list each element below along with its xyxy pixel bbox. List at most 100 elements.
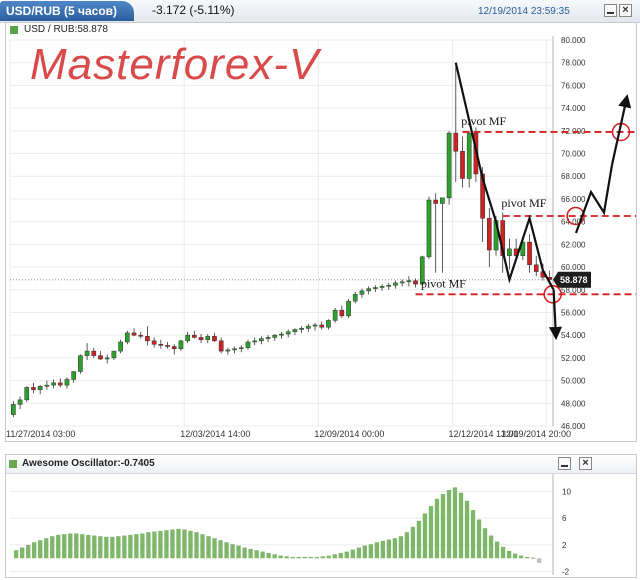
osc-bar <box>122 535 127 559</box>
osc-bar <box>200 534 205 559</box>
osc-bar <box>26 544 31 559</box>
osc-bar <box>314 556 319 559</box>
y-tick-label: 58.000 <box>561 286 586 295</box>
candle-down <box>57 382 63 386</box>
candle-up <box>352 294 358 302</box>
candle-down <box>527 241 532 266</box>
candle-down <box>145 336 150 342</box>
candle-up <box>104 357 110 360</box>
osc-bar <box>482 528 488 559</box>
osc-bar <box>446 490 452 559</box>
pivot-circle <box>566 206 585 226</box>
osc-bar <box>86 534 91 559</box>
minimize-button[interactable] <box>604 4 617 17</box>
y-tick-label: 60.000 <box>561 263 586 272</box>
osc-bar <box>158 530 163 559</box>
osc-bar <box>464 500 470 559</box>
osc-bar <box>494 541 500 559</box>
candle-up <box>238 347 244 350</box>
candle-up <box>51 382 56 386</box>
candle-down <box>192 334 197 338</box>
x-tick-label: 12/03/2014 14:00 <box>180 429 250 439</box>
price-change: -3.172 (-5.11%) <box>152 3 235 17</box>
candle-down <box>171 346 177 350</box>
candle-up <box>279 333 284 336</box>
osc-minimize-button[interactable] <box>558 457 571 470</box>
last-price-tag <box>553 271 591 288</box>
y-tick-label: 78.000 <box>561 59 586 68</box>
candle-up <box>299 328 304 330</box>
osc-bar <box>170 529 175 559</box>
candle-down <box>460 151 465 179</box>
osc-bar <box>308 556 313 559</box>
osc-bar <box>296 556 301 559</box>
candle-up <box>24 387 30 401</box>
candle-up <box>44 384 50 387</box>
candle-up <box>78 355 83 372</box>
y-tick-label: 64.000 <box>561 218 586 227</box>
y-tick-label: 76.000 <box>561 81 586 90</box>
candle-up <box>71 371 77 380</box>
candle-up <box>205 336 211 340</box>
osc-bar <box>518 555 524 559</box>
osc-bar <box>38 540 43 559</box>
osc-bar <box>410 526 416 559</box>
osc-bar <box>398 536 404 559</box>
osc-bar <box>206 536 211 559</box>
candle-up <box>446 132 452 199</box>
osc-bar <box>422 513 428 559</box>
osc-bar <box>266 552 271 559</box>
y-tick-label: 48.000 <box>561 399 586 408</box>
candle-up <box>245 341 251 348</box>
osc-bar <box>458 492 464 559</box>
osc-bar <box>368 544 373 559</box>
osc-bar <box>356 547 361 559</box>
watermark: Masterforex-V <box>30 40 320 89</box>
osc-bar <box>506 550 512 559</box>
osc-close-button[interactable]: × <box>579 457 592 470</box>
forecast-arrow-up <box>610 94 632 166</box>
osc-bar <box>212 538 217 559</box>
candle-up <box>507 248 512 256</box>
osc-bar <box>242 547 247 559</box>
osc-bar <box>164 530 169 559</box>
candle-up <box>64 379 70 386</box>
osc-bar <box>326 555 331 559</box>
osc-bar <box>428 506 434 559</box>
y-tick-label: 52.000 <box>561 354 586 363</box>
candle-up <box>399 281 405 284</box>
candle-up <box>285 331 291 335</box>
osc-bar <box>332 554 337 559</box>
osc-bar <box>392 538 398 559</box>
osc-bar <box>344 551 349 559</box>
y-tick-label: 70.000 <box>561 150 586 159</box>
candle-up <box>359 290 365 295</box>
candle-down <box>91 350 97 356</box>
last-price-label: 58.878 <box>560 275 588 285</box>
candle-up <box>17 399 23 405</box>
candle-up <box>393 282 398 286</box>
osc-bar <box>320 556 325 559</box>
osc-bar <box>452 487 458 559</box>
candle-down <box>212 336 217 342</box>
osc-bar <box>224 542 229 559</box>
candle-up <box>332 309 338 321</box>
candle-down <box>165 345 170 347</box>
x-tick-label: 12/12/2014 13:00 <box>448 429 518 439</box>
close-button[interactable]: × <box>619 4 632 17</box>
osc-bar <box>290 556 295 559</box>
osc-bar <box>260 551 265 559</box>
symbol-tab[interactable]: USD/RUB (5 часов) <box>0 1 134 21</box>
pivot-label: pivot MF <box>501 196 546 210</box>
candle-up <box>185 334 190 342</box>
osc-bar <box>20 547 25 559</box>
candle-up <box>252 340 258 343</box>
x-tick-label: 11/27/2014 03:00 <box>6 429 75 439</box>
candle-down <box>453 132 459 152</box>
candle-up <box>259 338 264 342</box>
candle-up <box>466 132 472 179</box>
osc-bar <box>536 558 542 563</box>
osc-bar <box>188 530 193 559</box>
osc-bar <box>230 544 235 559</box>
